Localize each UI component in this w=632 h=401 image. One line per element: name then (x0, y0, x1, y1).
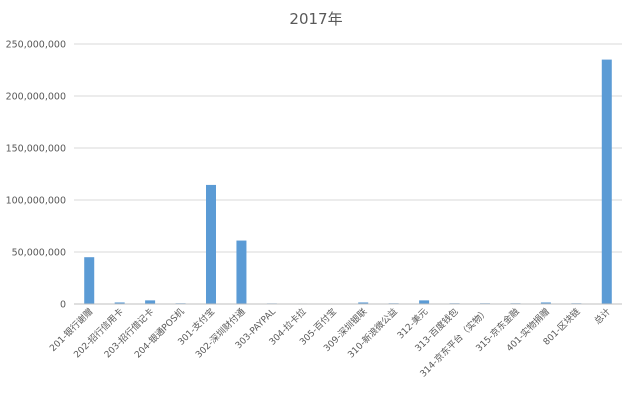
bar (419, 300, 430, 304)
bar (236, 240, 247, 304)
y-tick-label: 0 (60, 300, 66, 311)
y-tick-label: 50,000,000 (12, 248, 66, 259)
x-tick-label: 204-银通POS机 (132, 306, 187, 361)
x-tick-label: 总计 (592, 306, 613, 327)
bar (540, 302, 551, 304)
bar (114, 302, 125, 304)
y-tick-label: 100,000,000 (6, 196, 66, 207)
chart-title: 2017年 (289, 10, 342, 28)
y-tick-label: 200,000,000 (6, 92, 66, 103)
bar (206, 184, 216, 304)
bar (84, 257, 95, 304)
bar (145, 300, 156, 304)
y-tick-label: 150,000,000 (6, 144, 66, 155)
x-tick-label: 310-新浪微公益 (345, 306, 400, 361)
y-axis-ticks: 0 50,000,000 100,000,000 150,000,000 200,000… (6, 40, 66, 311)
bar (358, 302, 369, 304)
bar (601, 59, 612, 304)
y-tick-label: 250,000,000 (6, 40, 66, 51)
x-axis-ticks: 201-银行谢赠202-招行信用卡203-招行借记卡204-银通POS机301-… (47, 306, 613, 380)
x-tick-label: 302-深圳财付通 (193, 306, 248, 361)
grid-lines (74, 43, 622, 253)
